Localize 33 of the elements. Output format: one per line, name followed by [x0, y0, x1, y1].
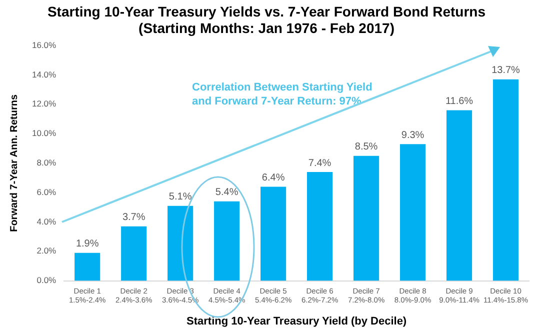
- bar: [400, 144, 426, 281]
- y-tick-label: 16.0%: [32, 40, 57, 50]
- y-axis-title: Forward 7-Year Ann. Returns: [8, 94, 20, 232]
- y-tick-label: 0.0%: [36, 275, 57, 286]
- y-tick-label: 8.0%: [36, 158, 57, 168]
- bar: [214, 201, 240, 281]
- data-label: 13.7%: [492, 65, 520, 76]
- bar: [74, 252, 100, 281]
- data-label: 7.4%: [308, 158, 332, 169]
- y-tick-label: 2.0%: [36, 246, 57, 256]
- y-tick-label: 10.0%: [32, 128, 57, 138]
- y-tick-label: 6.0%: [36, 186, 57, 197]
- bar: [354, 156, 380, 281]
- y-tick-label: 4.0%: [36, 216, 57, 226]
- bar: [446, 110, 472, 281]
- chart-title: Starting 10-Year Treasury Yields vs. 7-Year Forward Bond Returns: [47, 3, 486, 20]
- data-label: 9.3%: [401, 130, 424, 141]
- bar: [168, 206, 194, 281]
- bar: [121, 226, 147, 281]
- bar: [307, 172, 333, 281]
- bar: [260, 186, 286, 281]
- x-axis-title: Starting 10-Year Treasury Yield (by Decile): [186, 315, 407, 328]
- data-label: 11.6%: [445, 96, 474, 108]
- data-label: 1.9%: [76, 238, 99, 250]
- data-label: 6.4%: [262, 172, 285, 184]
- data-label: 5.4%: [215, 187, 238, 198]
- bar: [492, 79, 519, 281]
- data-label: 3.7%: [122, 212, 146, 224]
- y-tick-label: 12.0%: [32, 98, 57, 109]
- chart-subtitle: (Starting Months: Jan 1976 - Feb 2017): [138, 20, 394, 36]
- y-tick-label: 14.0%: [32, 69, 57, 80]
- data-label: 8.5%: [354, 142, 378, 153]
- data-label: 5.1%: [168, 192, 192, 203]
